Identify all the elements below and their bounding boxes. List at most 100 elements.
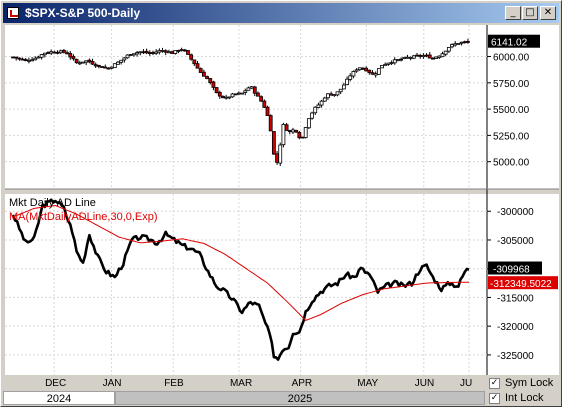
year-2025[interactable]: 2025 [115, 391, 485, 405]
candle-body [103, 66, 108, 69]
candle-body [373, 73, 378, 76]
ad-tick-label: -320000 [497, 322, 534, 333]
minimize-button[interactable]: _ [505, 6, 521, 20]
year-2024[interactable]: 2024 [3, 391, 115, 405]
last-price-box [488, 34, 540, 48]
candle-body [389, 62, 394, 64]
candle-body [90, 61, 95, 65]
candle-body [36, 56, 41, 59]
candle-body [205, 76, 209, 79]
candle-body [214, 87, 219, 94]
candle-body [437, 55, 442, 58]
candle-body [268, 115, 273, 132]
candle-body [20, 58, 25, 61]
candle-body [151, 52, 155, 54]
candle-body [128, 54, 133, 56]
chart-app-icon [7, 7, 19, 19]
candle-body [224, 96, 229, 99]
candle-body [230, 93, 235, 98]
candle-body [271, 131, 276, 155]
sym-lock-checkbox[interactable]: ✓ [489, 377, 500, 389]
candle-body [176, 49, 181, 52]
candle-body [233, 93, 238, 96]
price-tick-label: 5000.00 [493, 158, 530, 169]
candle-body [453, 43, 458, 46]
candle-body [65, 52, 69, 55]
candle-body [322, 97, 327, 102]
candle-body [106, 67, 111, 70]
candle-body [23, 59, 28, 62]
ad-tick-label: -325000 [497, 351, 534, 362]
candle-body [46, 52, 50, 55]
candle-body [411, 55, 416, 59]
ma-legend-label: MA(MktDailyADLine,30,0,Exp) [9, 211, 158, 223]
candle-body [262, 100, 267, 108]
ad-tick-label: -315000 [497, 293, 534, 304]
x-tick-label: JU [460, 378, 472, 389]
candle-body [287, 130, 292, 133]
candle-body [310, 112, 314, 119]
x-tick-label: MAY [357, 378, 378, 389]
chart-area[interactable]: DEC JAN FEB MAR APR MAY JUN JU 5000.00 5250.00 550… [3, 25, 559, 389]
candle-body [170, 51, 174, 54]
candle-body [93, 64, 98, 67]
candle-body [300, 136, 305, 139]
x-tick-label: DEC [45, 378, 66, 389]
candle-body [227, 96, 232, 99]
candle-body [62, 49, 66, 53]
price-panel [5, 25, 487, 189]
price-tick-label: 5250.00 [493, 131, 530, 142]
candle-body [326, 93, 330, 99]
candle-body [17, 57, 22, 60]
candle-body [116, 61, 120, 65]
candle-body [278, 144, 283, 164]
candle-body [122, 57, 127, 61]
candle-body [421, 55, 426, 58]
candle-body [74, 59, 79, 64]
sym-lock-label: Sym Lock [505, 377, 554, 389]
candle-body [294, 129, 299, 133]
candle-body [77, 62, 82, 65]
candle-body [42, 52, 47, 56]
ad-last-label: -309968 [493, 265, 530, 276]
candle-body [100, 66, 104, 68]
candle-body [252, 86, 257, 94]
title-bar[interactable]: $SPX-S&P 500-Daily _ □ ✕ [3, 3, 559, 23]
candle-body [329, 93, 334, 96]
x-tick-label: FEB [164, 378, 184, 389]
candle-body [33, 57, 38, 61]
candle-body [313, 106, 318, 114]
price-axis-panel [487, 25, 559, 189]
candle-body [405, 56, 410, 59]
candle-body [147, 52, 152, 54]
candle-body [236, 92, 241, 95]
int-lock-row[interactable]: ✓ Int Lock [489, 391, 544, 405]
maximize-button[interactable]: □ [522, 6, 538, 20]
ad-line-series [11, 198, 470, 361]
candle-body [256, 92, 260, 97]
candle-body [466, 40, 470, 43]
candle-body [462, 41, 467, 44]
candle-body [332, 94, 337, 96]
window-title: $SPX-S&P 500-Daily [25, 6, 141, 20]
candle-body [138, 51, 143, 54]
candle-body [243, 90, 248, 93]
candle-body [399, 58, 404, 61]
candle-body [81, 61, 85, 64]
candle-body [189, 54, 194, 60]
candle-body [345, 78, 349, 86]
sym-lock-row[interactable]: ✓ Sym Lock [489, 376, 553, 390]
candle-body [306, 118, 311, 129]
close-button[interactable]: ✕ [540, 6, 556, 20]
candle-body [459, 41, 464, 44]
price-tick-label: 6000.00 [493, 53, 530, 64]
candle-body [354, 69, 359, 72]
candle-body [112, 63, 117, 69]
candle-body [246, 87, 251, 91]
candle-body [141, 51, 146, 54]
last-price-label: 6141.02 [491, 38, 528, 49]
int-lock-checkbox[interactable]: ✓ [489, 392, 500, 404]
candle-body [380, 64, 384, 69]
candle-body [173, 50, 178, 54]
ad-last-box [488, 261, 542, 275]
